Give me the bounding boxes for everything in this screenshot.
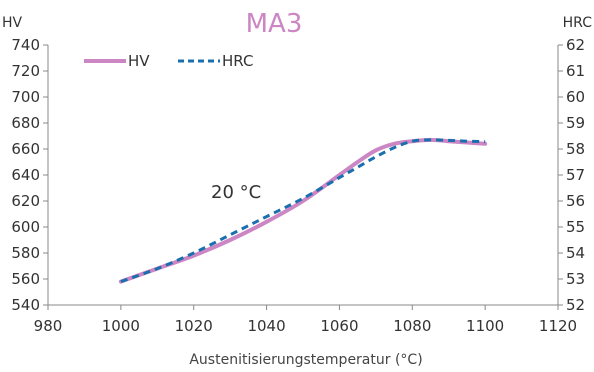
series-lines — [118, 137, 488, 284]
right-tick-label: 61 — [566, 62, 585, 80]
plot-axes — [47, 45, 559, 306]
right-tick-label: 58 — [566, 140, 585, 158]
x-tick-label: 1000 — [102, 317, 140, 335]
x-tick-label: 1060 — [320, 317, 358, 335]
series-line-hv — [118, 137, 488, 284]
chart-title: MA3 — [246, 9, 303, 39]
left-tick-label: 700 — [11, 88, 40, 106]
left-tick-label: 620 — [11, 192, 40, 210]
right-axis-unit: HRC — [563, 15, 593, 31]
x-axis-ticks: 980 1000 1020 1040 1060 1080 1100 1120 — [34, 305, 577, 335]
temperature-annotation: 20 °C — [211, 182, 261, 203]
right-tick-label: 54 — [566, 244, 585, 262]
x-tick-label: 1040 — [247, 317, 285, 335]
left-tick-label: 560 — [11, 270, 40, 288]
left-axis-unit: HV — [2, 15, 23, 31]
right-axis-ticks: 52 53 54 55 56 57 58 59 60 61 62 — [558, 36, 585, 314]
right-tick-label: 59 — [566, 114, 585, 132]
x-tick-label: 1080 — [393, 317, 431, 335]
left-tick-label: 640 — [11, 166, 40, 184]
left-tick-label: 660 — [11, 140, 40, 158]
x-axis-label: Austenitisierungstemperatur (°C) — [189, 352, 422, 368]
right-tick-label: 52 — [566, 296, 585, 314]
left-axis-ticks: 540 560 580 600 620 640 660 680 700 720 740 — [11, 36, 48, 314]
left-tick-label: 740 — [11, 36, 40, 54]
right-tick-label: 53 — [566, 270, 585, 288]
legend-label-hv: HV — [128, 52, 150, 70]
x-tick-label: 1120 — [539, 317, 577, 335]
right-tick-label: 55 — [566, 218, 585, 236]
left-tick-label: 540 — [11, 296, 40, 314]
legend: HV HRC — [84, 52, 253, 70]
series-line-hrc — [120, 138, 486, 284]
right-tick-label: 56 — [566, 192, 585, 210]
left-tick-label: 600 — [11, 218, 40, 236]
left-tick-label: 720 — [11, 62, 40, 80]
legend-label-hrc: HRC — [222, 52, 253, 70]
x-tick-label: 980 — [34, 317, 63, 335]
x-tick-label: 1020 — [175, 317, 213, 335]
right-tick-label: 57 — [566, 166, 585, 184]
right-tick-label: 60 — [566, 88, 585, 106]
left-tick-label: 680 — [11, 114, 40, 132]
right-tick-label: 62 — [566, 36, 585, 54]
x-tick-label: 1100 — [466, 317, 504, 335]
left-tick-label: 580 — [11, 244, 40, 262]
